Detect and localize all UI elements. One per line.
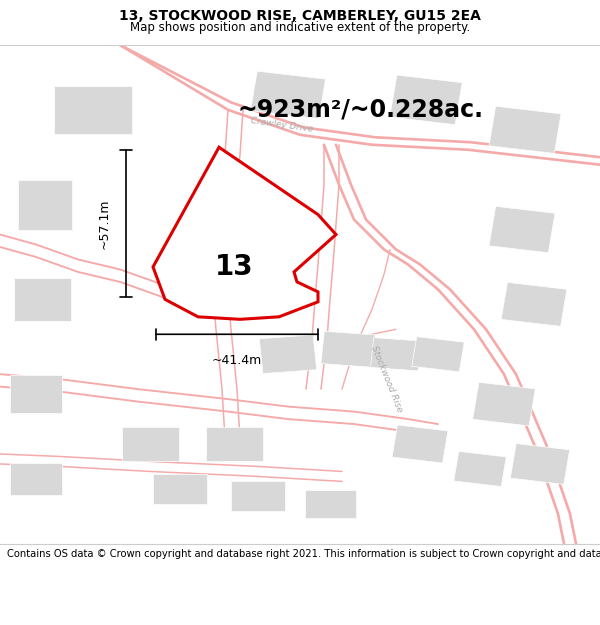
Polygon shape	[511, 444, 569, 484]
Polygon shape	[153, 474, 207, 504]
Polygon shape	[54, 86, 132, 134]
Polygon shape	[473, 382, 535, 426]
Polygon shape	[122, 426, 179, 461]
Text: ~923m²/~0.228ac.: ~923m²/~0.228ac.	[237, 98, 483, 122]
Polygon shape	[250, 71, 326, 119]
Polygon shape	[390, 75, 462, 124]
Text: Stockwood Rise: Stockwood Rise	[370, 344, 404, 414]
Polygon shape	[489, 206, 555, 252]
Polygon shape	[10, 462, 62, 495]
Polygon shape	[305, 490, 355, 518]
Polygon shape	[321, 331, 375, 367]
Polygon shape	[371, 338, 421, 371]
Text: ~57.1m: ~57.1m	[98, 198, 111, 249]
Polygon shape	[454, 451, 506, 486]
Polygon shape	[18, 179, 72, 229]
Text: ~41.4m: ~41.4m	[212, 354, 262, 367]
Text: Contains OS data © Crown copyright and database right 2021. This information is : Contains OS data © Crown copyright and d…	[7, 549, 600, 559]
Polygon shape	[259, 335, 317, 374]
Polygon shape	[231, 481, 285, 511]
Polygon shape	[412, 337, 464, 372]
Text: 13: 13	[215, 253, 253, 281]
Text: Crawley Drive: Crawley Drive	[250, 116, 314, 134]
Polygon shape	[10, 376, 62, 413]
Text: Map shows position and indicative extent of the property.: Map shows position and indicative extent…	[130, 21, 470, 34]
Text: 13, STOCKWOOD RISE, CAMBERLEY, GU15 2EA: 13, STOCKWOOD RISE, CAMBERLEY, GU15 2EA	[119, 9, 481, 23]
Polygon shape	[501, 282, 567, 326]
Polygon shape	[153, 148, 336, 319]
Polygon shape	[14, 278, 71, 321]
Polygon shape	[392, 425, 448, 463]
Polygon shape	[489, 106, 561, 153]
Polygon shape	[206, 426, 263, 461]
